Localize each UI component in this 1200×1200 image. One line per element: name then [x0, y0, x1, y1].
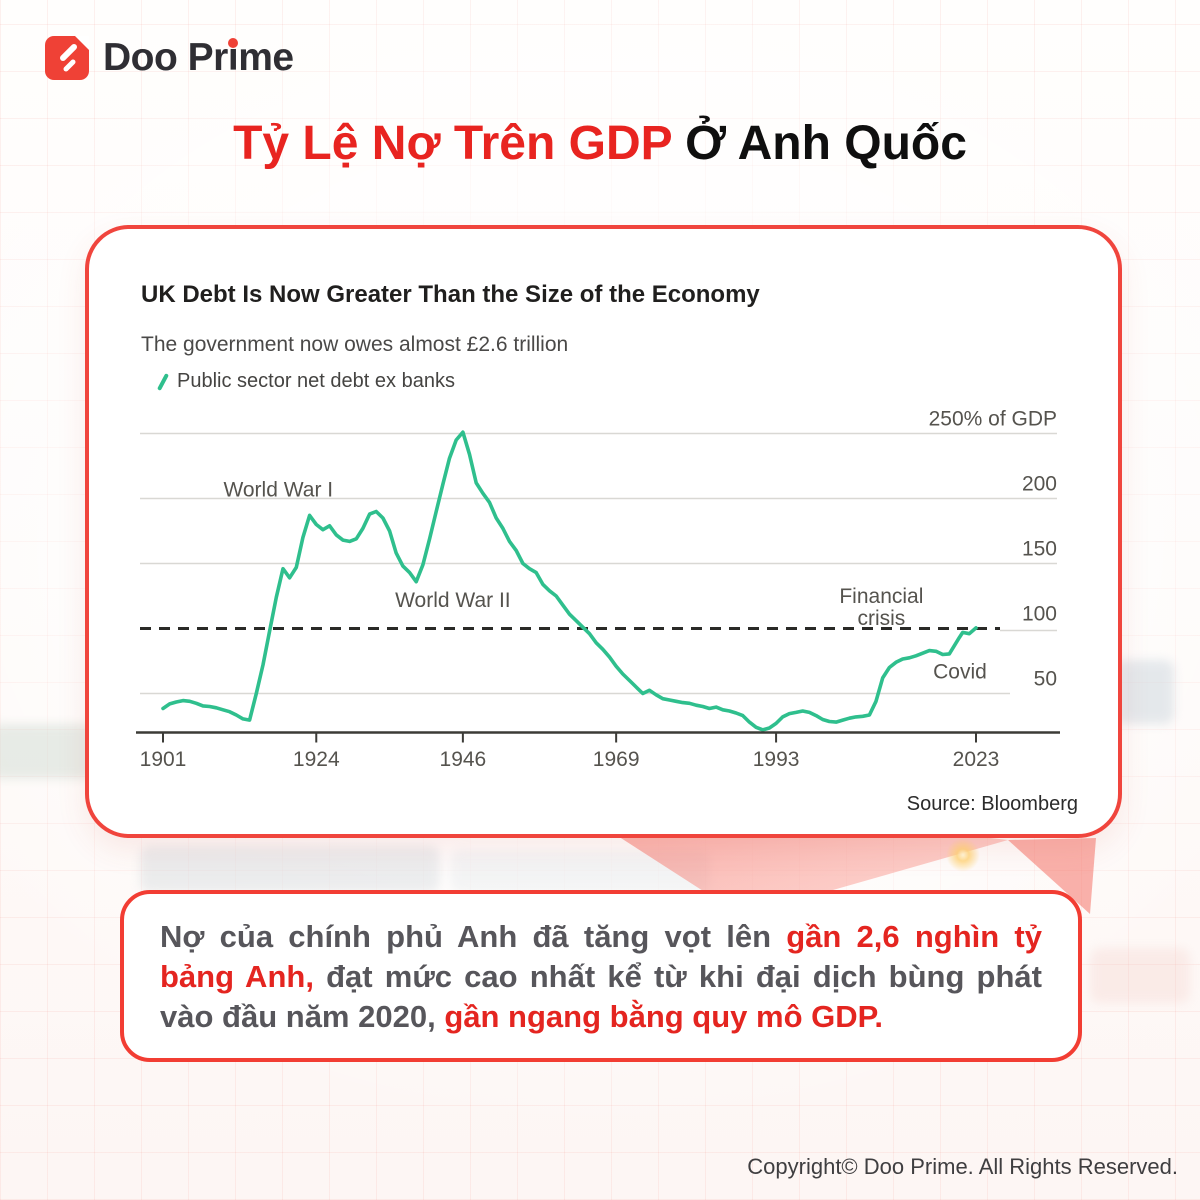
summary-highlight: gần 2,6 nghìn tỷ bảng Anh,: [160, 919, 1042, 994]
copyright-notice: Copyright© Doo Prime. All Rights Reserve…: [747, 1154, 1178, 1179]
annotation-covid: Covid: [933, 660, 987, 683]
page-title-black: Ở Anh Quốc: [671, 117, 967, 170]
background-blur-strip: [140, 846, 440, 892]
x-tick-label-1901: 1901: [140, 748, 187, 771]
y-tick-label-150: 150: [1022, 538, 1057, 561]
summary-highlight: gần ngang bằng quy mô GDP.: [444, 999, 883, 1034]
page-title-red: Tỷ Lệ Nợ Trên GDP: [233, 117, 672, 170]
legend-slash-icon: [157, 372, 169, 391]
annotation-world-war-i: World War I: [223, 478, 333, 501]
x-tick-label-1946: 1946: [440, 748, 487, 771]
summary-plain: đạt mức cao nhất kể từ khi đại dịch bùng…: [160, 959, 1042, 1034]
y-tick-label-200: 200: [1022, 473, 1057, 496]
chart-title: UK Debt Is Now Greater Than the Size of …: [141, 281, 760, 308]
background-blur-shape: [1090, 948, 1190, 1003]
annotation-financial-crisis: Financial crisis: [839, 585, 923, 630]
summary-box: Nợ của chính phủ Anh đã tăng vọt lên gần…: [120, 890, 1082, 1062]
debt-to-gdp-line-chart: 1901 1924 1946 1969 1993 2023 250% of GDP 200 15…: [136, 408, 1060, 771]
doo-prime-logo: Doo Prime: [45, 36, 294, 80]
y-tick-label-100: 100: [1022, 603, 1057, 626]
x-tick-label-1924: 1924: [293, 748, 340, 771]
chart-card: UK Debt Is Now Greater Than the Size of …: [85, 225, 1122, 838]
page-title: Tỷ Lệ Nợ Trên GDP Ở Anh Quốc: [0, 116, 1200, 171]
y-tick-label-250: 250% of GDP: [929, 408, 1057, 431]
debt-series-line: [161, 430, 978, 732]
summary-plain: Nợ của chính phủ Anh đã tăng vọt lên: [160, 919, 787, 954]
doo-prime-logo-icon: [45, 36, 89, 80]
x-tick-label-1993: 1993: [753, 748, 800, 771]
y-tick-label-50: 50: [1034, 668, 1057, 691]
x-tick-label-1969: 1969: [593, 748, 640, 771]
chart-subtitle: The government now owes almost £2.6 tril…: [141, 333, 569, 356]
x-tick-label-2023: 2023: [953, 748, 1000, 771]
chart-legend: Public sector net debt ex banks: [157, 370, 455, 393]
background-money-image: [0, 724, 95, 779]
legend-label: Public sector net debt ex banks: [177, 370, 455, 392]
background-blur-strip: [450, 850, 710, 892]
doo-prime-wordmark: Doo Prime: [103, 36, 294, 79]
summary-text: Nợ của chính phủ Anh đã tăng vọt lên gần…: [160, 917, 1042, 1037]
background-money-image: [1116, 660, 1174, 724]
sparkle-glow: [946, 838, 980, 872]
chart-source: Source: Bloomberg: [906, 793, 1078, 815]
annotation-world-war-ii: World War II: [395, 589, 511, 612]
